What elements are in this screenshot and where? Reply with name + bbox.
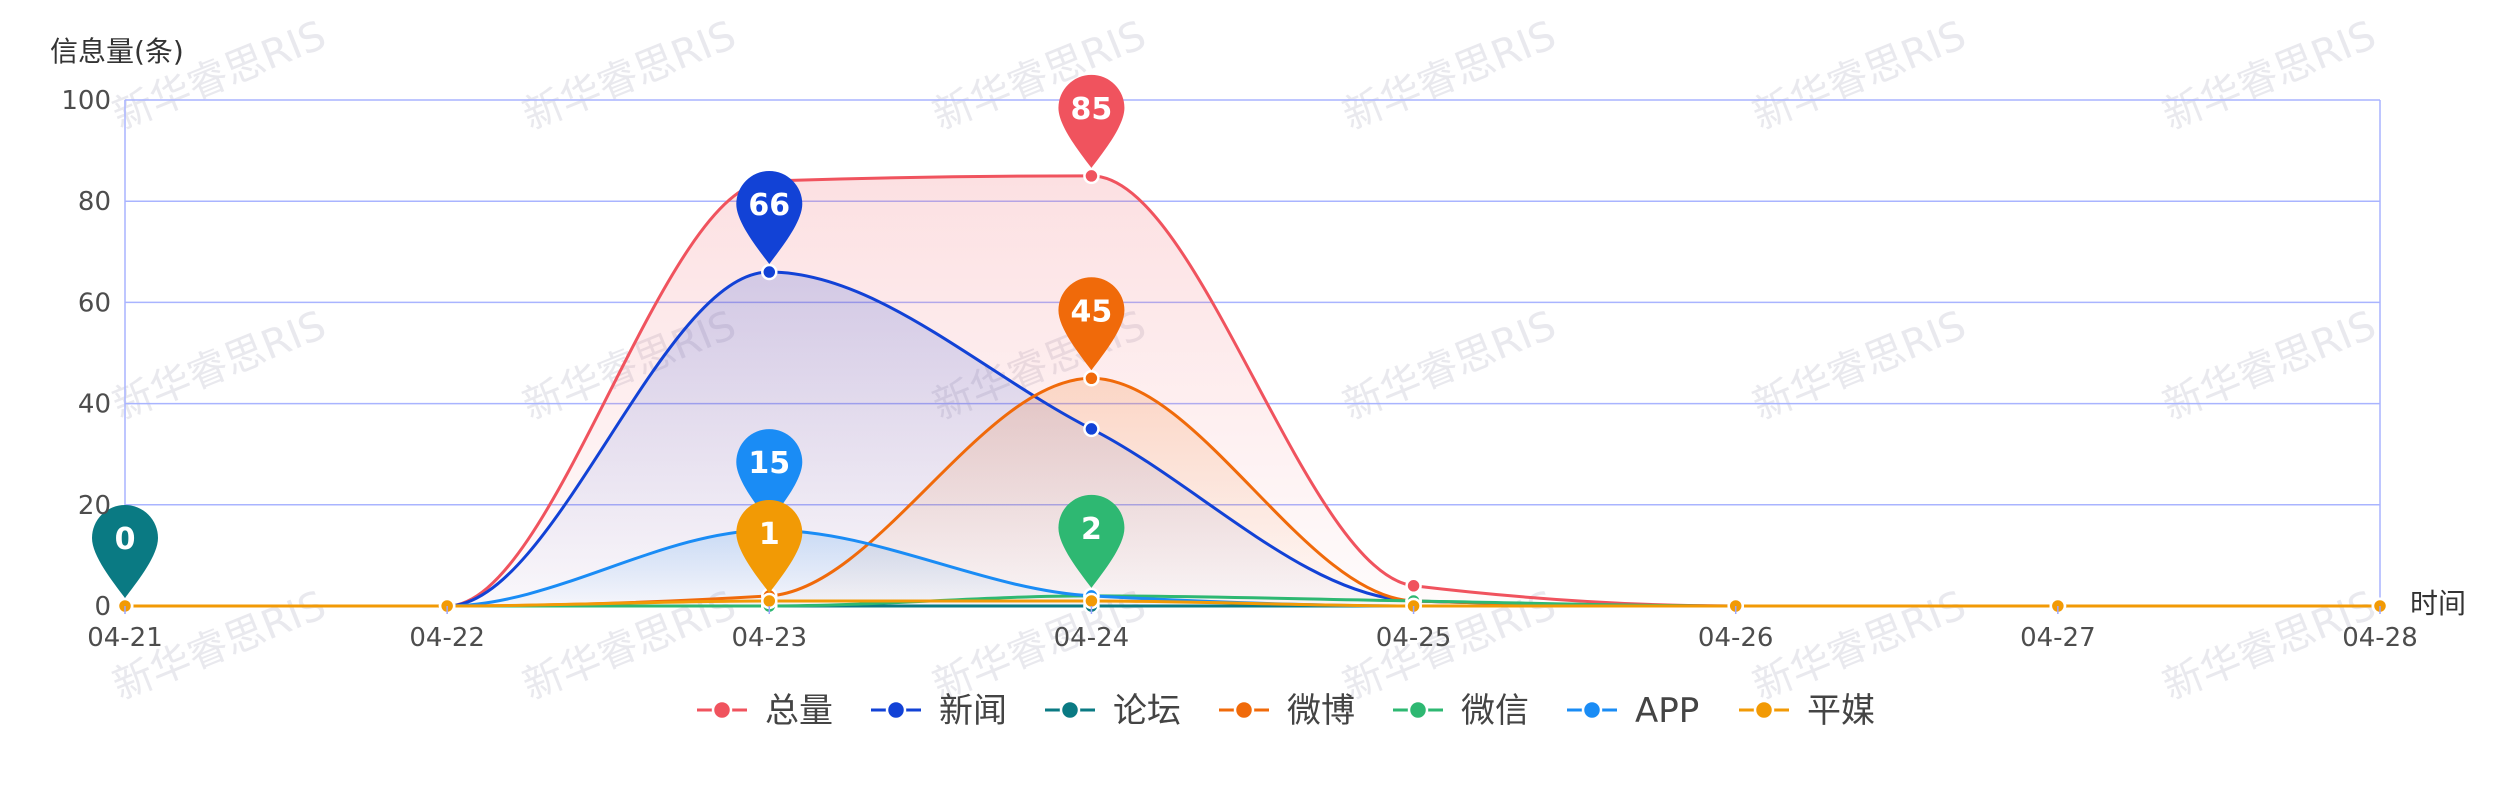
legend-item-5[interactable]: APP bbox=[1567, 691, 1699, 731]
series-1-max-pin bbox=[736, 171, 803, 265]
y-tick-label: 80 bbox=[78, 187, 111, 217]
x-tick-label: 04-21 bbox=[87, 623, 163, 653]
series-6-point[interactable] bbox=[761, 592, 778, 610]
series-3-area bbox=[125, 378, 2380, 606]
legend-item-0[interactable]: 总量 bbox=[697, 691, 833, 731]
legend-label: APP bbox=[1635, 691, 1699, 731]
y-tick-label: 60 bbox=[78, 288, 111, 318]
legend-dot-icon bbox=[1753, 699, 1775, 721]
y-tick-label: 0 bbox=[94, 592, 111, 622]
y-tick-label: 40 bbox=[78, 390, 111, 420]
series-4-max-pin bbox=[1058, 494, 1125, 588]
series-6-line[interactable] bbox=[125, 599, 2380, 608]
legend-dot-icon bbox=[1059, 699, 1081, 721]
series-3-point[interactable] bbox=[1083, 370, 1100, 387]
watermark-text: 新华睿思RIS bbox=[517, 12, 743, 139]
series-0-max-pin bbox=[1058, 74, 1125, 168]
x-tick-label: 04-24 bbox=[1054, 623, 1130, 653]
line-layer bbox=[125, 174, 2380, 608]
watermark-text: 新华睿思RIS bbox=[107, 302, 333, 429]
series-1-area bbox=[125, 272, 2380, 606]
legend-item-4[interactable]: 微信 bbox=[1393, 691, 1529, 731]
watermark-text: 新华睿思RIS bbox=[2157, 302, 2383, 429]
legend-dot-icon bbox=[1407, 699, 1429, 721]
legend-label: 论坛 bbox=[1113, 691, 1181, 731]
watermark-text: 新华睿思RIS bbox=[107, 12, 333, 139]
x-axis-title: 时间 bbox=[2410, 587, 2466, 620]
series-0-max-marker[interactable]: 85 bbox=[1058, 74, 1125, 168]
series-1-point[interactable] bbox=[761, 263, 778, 281]
series-3-max-marker[interactable]: 45 bbox=[1058, 277, 1125, 371]
legend-item-2[interactable]: 论坛 bbox=[1045, 691, 1181, 731]
series-1-point[interactable] bbox=[1083, 420, 1100, 438]
series-0-max-label: 85 bbox=[1071, 92, 1113, 127]
series-4-max-marker[interactable]: 2 bbox=[1058, 494, 1125, 588]
legend-item-1[interactable]: 新闻 bbox=[871, 691, 1007, 731]
series-5-max-pin bbox=[736, 429, 803, 523]
watermark-text: 新华睿思RIS bbox=[1747, 12, 1973, 139]
series-6-point[interactable] bbox=[1083, 592, 1100, 610]
y-tick-label: 20 bbox=[78, 491, 111, 521]
series-2-max-pin bbox=[92, 505, 158, 598]
series-5-max-label: 15 bbox=[748, 446, 790, 481]
series-3-max-pin bbox=[1058, 277, 1125, 371]
legend-label: 平媒 bbox=[1807, 691, 1875, 731]
series-5-max-marker[interactable]: 15 bbox=[736, 429, 803, 523]
legend-dot-icon bbox=[1581, 699, 1603, 721]
series-0-point[interactable] bbox=[1405, 577, 1422, 595]
pin-layer: 85 66 0 45 2 15 1 bbox=[92, 74, 1125, 598]
series-1-max-marker[interactable]: 66 bbox=[736, 171, 803, 265]
x-tick-label: 04-26 bbox=[1698, 623, 1774, 653]
legend-label: 总量 bbox=[765, 691, 833, 731]
watermark-text: 新华睿思RIS bbox=[1337, 12, 1563, 139]
series-2-max-marker[interactable]: 0 bbox=[92, 505, 158, 598]
x-tick-label: 04-23 bbox=[732, 623, 808, 653]
legend-label: 微信 bbox=[1461, 691, 1529, 731]
x-tick-label: 04-28 bbox=[2342, 623, 2418, 653]
x-tick-label: 04-25 bbox=[1376, 623, 1452, 653]
series-4-max-label: 2 bbox=[1081, 512, 1102, 547]
area-layer bbox=[125, 175, 2380, 606]
watermark-text: 新华睿思RIS bbox=[2157, 12, 2383, 139]
watermark-text: 新华睿思RIS bbox=[1337, 302, 1563, 429]
series-3-max-label: 45 bbox=[1071, 294, 1113, 329]
legend-dot-icon bbox=[711, 699, 733, 721]
series-6-max-label: 1 bbox=[759, 517, 780, 552]
legend-dot-icon bbox=[1233, 699, 1255, 721]
y-tick-label: 100 bbox=[61, 86, 111, 116]
legend-label: 新闻 bbox=[939, 691, 1007, 731]
legend-dot-icon bbox=[885, 699, 907, 721]
y-axis-title: 信息量(条) bbox=[50, 35, 184, 68]
series-6-max-marker[interactable]: 1 bbox=[736, 499, 803, 593]
x-tick-label: 04-27 bbox=[2020, 623, 2096, 653]
series-6-max-pin bbox=[736, 499, 803, 593]
series-2-max-label: 0 bbox=[115, 522, 136, 557]
legend[interactable]: 总量 新闻 论坛 微博 微信 APP 平媒 bbox=[697, 691, 1875, 731]
series-5-area bbox=[125, 530, 2380, 606]
series-0-point[interactable] bbox=[1083, 167, 1100, 185]
watermark-text: 新华睿思RIS bbox=[1747, 302, 1973, 429]
series-1-max-label: 66 bbox=[748, 188, 790, 223]
legend-label: 微博 bbox=[1287, 691, 1355, 731]
legend-item-3[interactable]: 微博 bbox=[1219, 691, 1355, 731]
legend-item-6[interactable]: 平媒 bbox=[1739, 691, 1875, 731]
x-tick-label: 04-22 bbox=[409, 623, 485, 653]
